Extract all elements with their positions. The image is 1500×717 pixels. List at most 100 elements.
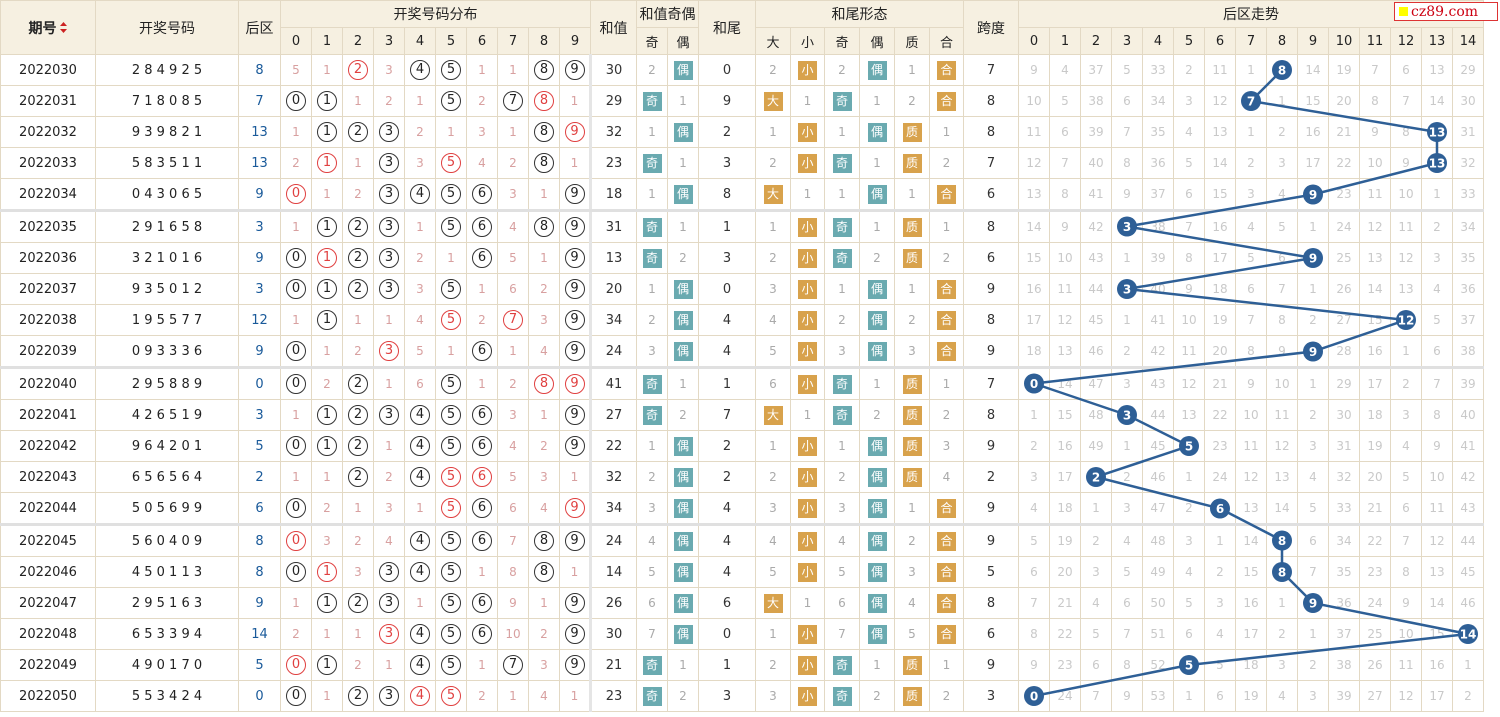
tail-even-miss: 1 — [873, 376, 881, 391]
tail-composite-miss: 3 — [942, 438, 951, 453]
sum-even-miss: 2 — [679, 250, 687, 265]
omission-count: 7 — [509, 533, 517, 548]
trend-cell-4: 49 — [1142, 556, 1174, 588]
trend-omission: 11 — [1274, 407, 1290, 422]
tail-composite: 合 — [929, 587, 964, 619]
trend-cell-7: 1 — [1235, 54, 1267, 86]
trend-cell-14: 36 — [1452, 273, 1484, 305]
tail-even: 1 — [859, 210, 895, 243]
tail-odd-miss: 5 — [838, 564, 846, 579]
sum-value: 27 — [590, 399, 637, 431]
sum-even-miss: 1 — [679, 657, 687, 672]
trend-cell-8: 13 — [1266, 461, 1298, 493]
tail-big-miss: 2 — [769, 657, 777, 672]
trend-cell-2: 48 — [1080, 399, 1112, 431]
tail-composite: 1 — [929, 367, 964, 400]
omission-count: 1 — [509, 688, 517, 703]
omission-count: 1 — [478, 657, 486, 672]
dist-cell-1: 2 — [311, 367, 343, 400]
drawn-ball: 5 — [441, 593, 461, 613]
omission-count: 4 — [416, 312, 424, 327]
winning-numbers: 4 5 0 1 1 3 — [95, 556, 239, 588]
trend-omission: 14 — [1429, 93, 1445, 108]
site-logo[interactable]: cz89.com — [1394, 2, 1498, 21]
dist-cell-2: 2 — [342, 242, 374, 274]
trend-cell-7: 6 — [1235, 273, 1267, 305]
tail-even-miss: 2 — [873, 688, 881, 703]
trend-omission: 31 — [1336, 438, 1352, 453]
trend-omission: 15 — [1243, 564, 1259, 579]
drawn-ball: 9 — [564, 624, 585, 644]
tail-composite-tag: 合 — [937, 60, 956, 80]
tail-prime: 2 — [894, 524, 930, 557]
trend-omission: 17 — [1243, 626, 1259, 641]
sum-even-tag: 偶 — [673, 310, 693, 330]
trend-cell-10: 25 — [1328, 242, 1360, 274]
winning-numbers: 3 2 1 0 1 6 — [95, 242, 239, 274]
dist-cell-5: 1 — [435, 116, 467, 148]
trend-cell-6: 2 — [1204, 556, 1236, 588]
trend-cell-0: 6 — [1018, 556, 1050, 588]
trend-omission: 33 — [1336, 500, 1352, 515]
sum-even-tag: 偶 — [673, 341, 693, 361]
trend-omission: 7 — [1247, 312, 1255, 327]
tail-odd-miss: 6 — [838, 595, 846, 610]
trend-omission: 12 — [1181, 376, 1197, 391]
drawn-ball: 0 — [286, 91, 306, 111]
trend-cell-14: 39 — [1452, 367, 1484, 400]
sort-icon[interactable] — [59, 21, 68, 34]
trend-cell-1: 16 — [1049, 430, 1081, 462]
dist-cell-2: 2 — [342, 680, 374, 712]
period-cell: 2022050 — [0, 680, 96, 712]
trend-omission: 39 — [1336, 688, 1352, 703]
drawn-ball: 0 — [286, 531, 306, 551]
trend-omission: 14 — [1429, 595, 1445, 610]
tail-prime: 质 — [894, 649, 930, 681]
omission-count: 1 — [447, 343, 455, 358]
omission-count: 3 — [540, 469, 548, 484]
omission-count: 2 — [385, 93, 393, 108]
dist-cell-6: 6 — [466, 524, 498, 557]
trend-omission: 1 — [1123, 438, 1131, 453]
trend-omission: 46 — [1088, 343, 1104, 358]
dist-cell-7: 7 — [497, 85, 529, 117]
trend-cell-8: 9 — [1266, 335, 1298, 369]
trend-col-8: 8 — [1266, 27, 1298, 55]
drawn-ball: 6 — [472, 624, 492, 644]
tail-even-miss: 2 — [873, 250, 881, 265]
tail-small: 小 — [790, 304, 825, 336]
trend-omission: 3 — [1402, 407, 1410, 422]
trend-cell-5: 7 — [1173, 210, 1205, 243]
winning-numbers: 9 6 4 2 0 1 — [95, 430, 239, 462]
tail-prime-miss: 2 — [908, 312, 916, 327]
trend-cell-3: 1 — [1111, 430, 1143, 462]
sum-value: 23 — [590, 680, 637, 712]
trend-omission: 40 — [1460, 407, 1476, 422]
dist-cell-5: 5 — [435, 54, 467, 86]
tail-even-tag: 偶 — [867, 279, 887, 299]
trend-cell-4: 42 — [1142, 335, 1174, 369]
omission-count: 1 — [323, 186, 331, 201]
trend-omission: 5 — [1185, 155, 1193, 170]
dist-cell-1: 1 — [311, 587, 343, 619]
rear-zone-value: 3 — [238, 273, 281, 305]
period-header[interactable]: 期号 — [0, 0, 96, 55]
trend-omission: 42 — [1460, 469, 1476, 484]
trend-cell-8: 2 — [1266, 116, 1298, 148]
tail-odd-tag: 奇 — [832, 248, 852, 268]
tail-odd: 奇 — [824, 147, 860, 179]
tail-composite-tag: 合 — [937, 593, 956, 613]
drawn-ball: 3 — [379, 405, 399, 425]
trend-col-3: 3 — [1111, 27, 1143, 55]
trend-omission: 19 — [1336, 62, 1352, 77]
trend-cell-13: 13 — [1421, 116, 1453, 148]
trend-omission: 44 — [1460, 533, 1476, 548]
tail-even: 偶 — [859, 492, 895, 526]
trend-omission: 14 — [1274, 500, 1290, 515]
trend-omission: 2 — [1123, 469, 1131, 484]
trend-cell-4: 44 — [1142, 399, 1174, 431]
omission-count: 1 — [385, 657, 393, 672]
drawn-ball: 4 — [410, 655, 430, 675]
dist-cell-9: 9 — [559, 587, 592, 619]
span-value: 9 — [963, 335, 1019, 369]
